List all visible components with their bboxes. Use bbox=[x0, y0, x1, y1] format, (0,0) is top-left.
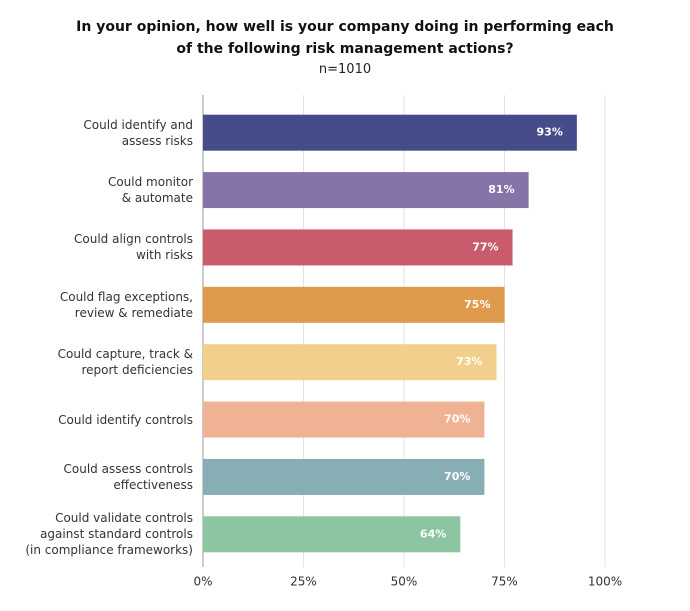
x-tick-label: 75% bbox=[491, 575, 518, 589]
category-label: Could assess controls effectiveness bbox=[63, 461, 194, 492]
value-label: 93% bbox=[537, 126, 563, 139]
value-label: 77% bbox=[472, 240, 498, 253]
x-tick-label: 100% bbox=[588, 575, 622, 589]
chart-subtitle: n=1010 bbox=[318, 62, 372, 77]
bar bbox=[203, 229, 513, 266]
x-tick-label: 0% bbox=[193, 575, 212, 589]
value-label: 70% bbox=[444, 413, 470, 426]
category-label: Could identify controls bbox=[58, 412, 193, 427]
bar bbox=[203, 114, 577, 151]
value-label: 75% bbox=[464, 298, 490, 311]
x-tick-label: 50% bbox=[391, 575, 418, 589]
value-label: 73% bbox=[456, 355, 482, 368]
bar bbox=[203, 458, 485, 495]
category-label: Could flag exceptions, review & remediat… bbox=[59, 289, 193, 320]
chart-title: In your opinion, how well is your compan… bbox=[76, 19, 614, 57]
bar bbox=[203, 516, 461, 553]
value-label: 81% bbox=[488, 183, 514, 196]
value-label: 64% bbox=[420, 527, 446, 540]
bar bbox=[203, 172, 529, 209]
category-label: Could align controls with risks bbox=[74, 232, 193, 263]
bar bbox=[203, 401, 485, 438]
value-label: 70% bbox=[444, 470, 470, 483]
bar bbox=[203, 286, 505, 323]
bar bbox=[203, 344, 497, 381]
category-label: Could validate controls against standard… bbox=[25, 511, 193, 558]
category-label: Could identify and assess risks bbox=[83, 117, 193, 148]
category-label: Could capture, track & report deficienci… bbox=[57, 347, 193, 378]
category-label: Could monitor & automate bbox=[107, 175, 193, 206]
x-tick-label: 25% bbox=[290, 575, 317, 589]
